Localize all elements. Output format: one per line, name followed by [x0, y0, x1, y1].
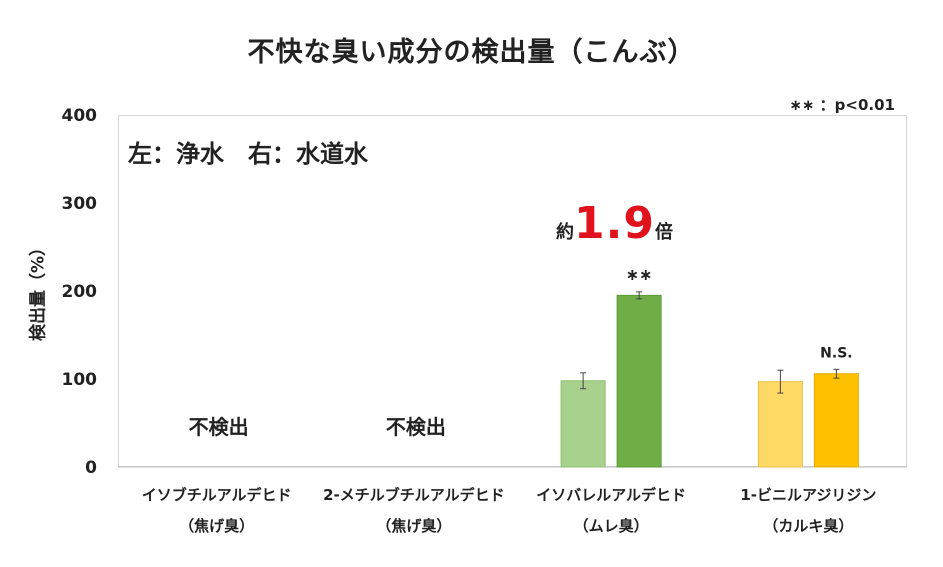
category-label: イソブチルアルデヒド	[142, 486, 292, 504]
y-tick-label: 200	[62, 282, 98, 302]
ratio-prefix: 約	[556, 222, 574, 243]
category-sublabel: （カルキ臭）	[763, 517, 853, 535]
significance-label: ∗∗	[626, 265, 653, 284]
y-tick-label: 400	[62, 106, 98, 126]
chart-title: 不快な臭い成分の検出量（こんぶ）	[247, 37, 696, 68]
category-label: 1-ビニルアジリジン	[740, 486, 876, 504]
significance-label: N.S.	[820, 345, 852, 361]
category-label: イソバレルアルデヒド	[536, 486, 686, 504]
category-sublabel: （ムレ臭）	[574, 517, 649, 535]
legend-note: 左：浄水 右：水道水	[128, 140, 368, 168]
not-detected-label: 不検出	[386, 415, 446, 439]
y-tick-label: 100	[62, 370, 98, 390]
ratio-annotation: 約1.9倍	[556, 198, 673, 249]
ratio-value: 1.9	[574, 198, 655, 249]
category-sublabel: （焦げ臭）	[376, 517, 451, 535]
category-label: 2-メチルブチルアルデヒド	[323, 486, 505, 504]
ratio-suffix: 倍	[654, 222, 673, 243]
bar	[813, 373, 859, 468]
category-sublabel: （焦げ臭）	[179, 517, 254, 535]
y-tick-label: 0	[85, 458, 97, 478]
y-tick-label: 300	[62, 194, 98, 214]
bar	[560, 380, 606, 468]
bar	[757, 381, 803, 468]
not-detected-label: 不検出	[189, 415, 249, 439]
significance-note: ∗∗ ：p<0.01	[789, 96, 895, 114]
bar	[616, 294, 662, 468]
